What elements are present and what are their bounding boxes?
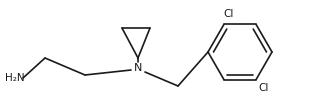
Text: N: N: [134, 63, 142, 73]
Text: Cl: Cl: [223, 9, 233, 19]
Text: H₂N: H₂N: [5, 73, 25, 83]
Text: Cl: Cl: [258, 83, 268, 93]
